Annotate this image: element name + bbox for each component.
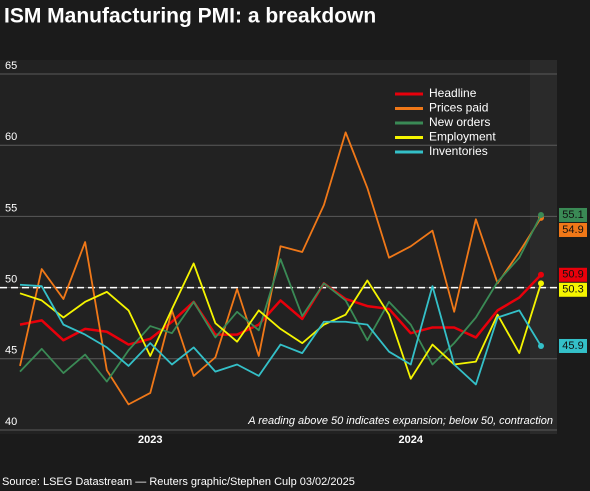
end-point: [538, 342, 544, 349]
value-label-box: [559, 282, 587, 297]
value-label: 50.3: [562, 284, 583, 296]
x-tick-label: 2024: [399, 434, 424, 446]
value-label: 54.9: [562, 224, 583, 236]
y-tick-label: 60: [5, 131, 17, 143]
value-label-box: [559, 267, 587, 282]
y-tick-label: 45: [5, 345, 17, 357]
legend-label: Inventories: [429, 144, 488, 158]
value-label: 55.1: [562, 209, 583, 221]
legend-label: New orders: [429, 115, 490, 129]
end-point: [538, 271, 544, 278]
end-point: [538, 211, 544, 218]
series-line: [19, 214, 542, 383]
legend-label: Headline: [429, 86, 477, 100]
legend-label: Prices paid: [429, 101, 488, 115]
plot-band: [530, 60, 557, 434]
y-tick-label: 40: [5, 416, 17, 428]
end-point: [538, 280, 544, 287]
annotation: A reading above 50 indicates expansion; …: [247, 415, 553, 427]
y-tick-label: 65: [5, 60, 17, 72]
chart-title: ISM Manufacturing PMI: a breakdown: [4, 5, 376, 28]
series-line: [19, 273, 542, 346]
series-line: [19, 131, 542, 406]
series-line: [19, 283, 542, 386]
value-label: 50.9: [562, 269, 583, 281]
x-tick-label: 2023: [138, 434, 162, 446]
y-tick-label: 50: [5, 274, 17, 286]
legend-label: Employment: [429, 130, 496, 144]
value-label-box: [559, 338, 587, 353]
plot-area: [0, 60, 557, 434]
value-label-box: [559, 222, 587, 237]
value-label: 45.9: [562, 340, 583, 352]
y-tick-label: 55: [5, 202, 17, 214]
source: Source: LSEG Datastream — Reuters graphi…: [2, 476, 355, 488]
value-label-box: [559, 207, 587, 222]
